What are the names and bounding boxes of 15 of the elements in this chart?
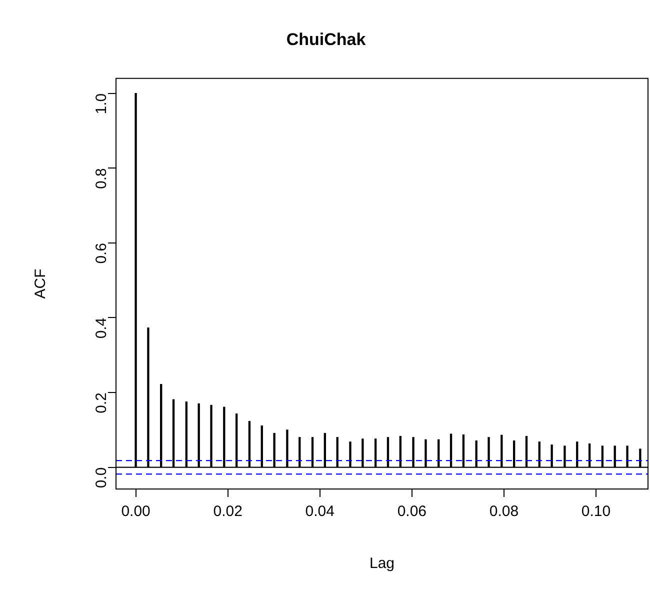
y-axis-title: ACF	[32, 268, 50, 299]
x-tick-label: 0.06	[397, 503, 427, 520]
x-tick-label: 0.04	[305, 503, 334, 520]
x-tick-label: 0.08	[489, 503, 519, 520]
y-tick-label: 0.8	[93, 168, 110, 190]
x-tick-label: 0.10	[581, 503, 611, 520]
y-tick-label: 1.0	[93, 93, 110, 114]
x-tick-label: 0.00	[121, 503, 150, 520]
x-axis-title: Lag	[369, 555, 395, 572]
chart-title: ChuiChak	[286, 30, 366, 49]
y-tick-label: 0.2	[93, 392, 110, 414]
x-tick-label: 0.02	[213, 503, 242, 520]
y-tick-label: 0.4	[93, 318, 110, 339]
y-tick-label: 0.0	[93, 467, 110, 488]
y-tick-label: 0.6	[93, 242, 110, 264]
